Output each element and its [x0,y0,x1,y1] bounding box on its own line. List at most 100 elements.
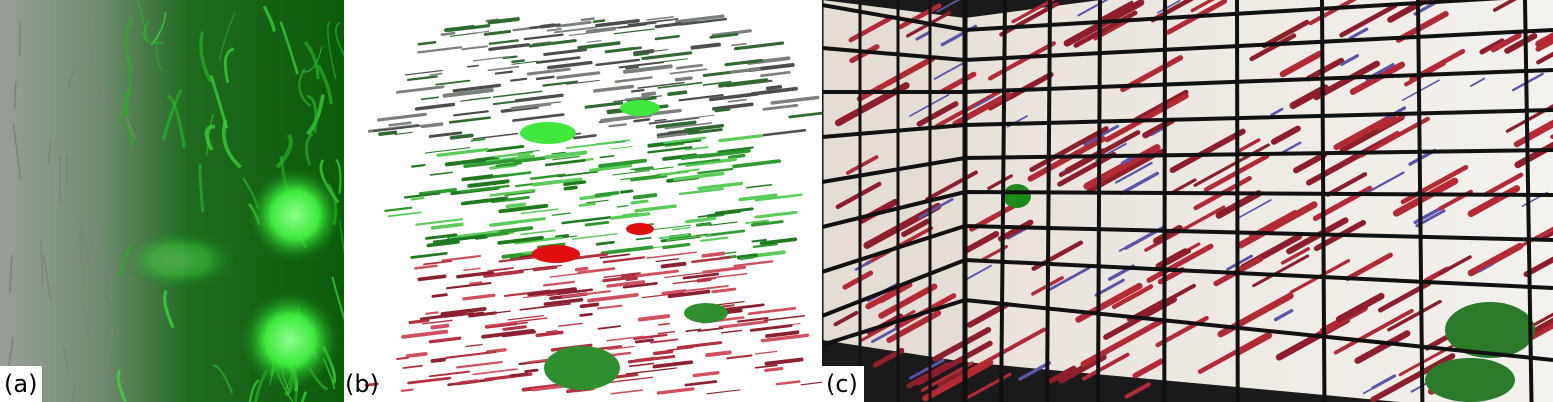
filament [646,251,698,259]
filament [430,357,446,363]
bezel [1416,0,1425,402]
fiber [347,88,350,132]
crease [59,155,62,206]
fiber [142,20,164,45]
filament [485,321,528,329]
filament [463,267,481,272]
filament [702,80,732,86]
fiber [962,231,1000,254]
filament [752,243,778,249]
filament [545,330,558,333]
filament [655,120,697,129]
fiber [275,133,293,169]
filament [613,28,655,35]
filament [364,382,379,387]
fiber [1387,0,1433,23]
filament [578,202,596,207]
filament [714,107,731,113]
bezel [822,0,1503,33]
filament [610,389,644,395]
filament [387,211,422,218]
filament [511,59,525,64]
fiber [999,1,1059,37]
fiber [199,31,213,83]
glow [120,230,240,290]
filament [595,240,615,246]
fiber [1119,171,1160,196]
filament [402,364,423,369]
crease [42,254,52,301]
filament [539,23,556,29]
fiber [204,124,216,151]
crease [47,139,52,165]
crease [67,64,75,90]
fiber [1305,57,1345,82]
filament [634,338,654,344]
filament [425,311,439,315]
filament [463,158,516,169]
filament [417,41,437,46]
fiber [1150,127,1166,137]
filament [449,133,474,140]
fiber [1493,0,1517,12]
crease [88,219,95,262]
filament [394,131,413,136]
filament [737,316,769,323]
fiber [842,270,874,290]
filament [514,93,564,103]
fiber [1526,317,1553,337]
filament [426,240,460,248]
filament [709,221,738,226]
filament [706,389,741,395]
filament [724,58,763,67]
filament [637,81,685,89]
filament [543,280,576,287]
filament [535,330,564,338]
fiber [1523,256,1553,278]
filament [435,79,471,86]
filament [460,184,510,193]
crease [71,382,77,402]
fiber [1118,230,1157,252]
filament [749,324,793,332]
filament [510,102,552,111]
fiber [1270,107,1284,117]
filament [656,387,695,395]
filament [604,47,635,54]
filament [602,256,645,264]
filament [555,20,592,28]
fiber [962,264,992,282]
filament [532,177,583,187]
filament [429,171,453,176]
filament [600,113,652,123]
filament [660,261,687,269]
filament [763,315,805,322]
filament [733,260,774,268]
fiber [1120,155,1135,165]
filament [577,267,616,275]
fiber [1348,27,1369,40]
fiber [1124,382,1151,399]
fiber [221,119,242,169]
filament [585,26,617,34]
fiber [1157,0,1181,14]
fiber [1325,172,1368,197]
filament [414,102,456,111]
filament [561,290,611,298]
filament [625,278,638,282]
filament [498,203,549,214]
fiber [1279,50,1323,78]
filament [487,267,514,272]
filament [678,93,724,102]
filament [721,329,743,334]
bezel [822,297,1553,362]
fiber [1526,119,1553,138]
fiber [1047,266,1091,292]
fiber [1270,125,1301,145]
crease [79,228,83,250]
fiber [300,391,308,402]
filament [512,113,565,122]
filament [641,51,693,61]
filament [429,72,443,76]
fiber [1273,309,1294,322]
